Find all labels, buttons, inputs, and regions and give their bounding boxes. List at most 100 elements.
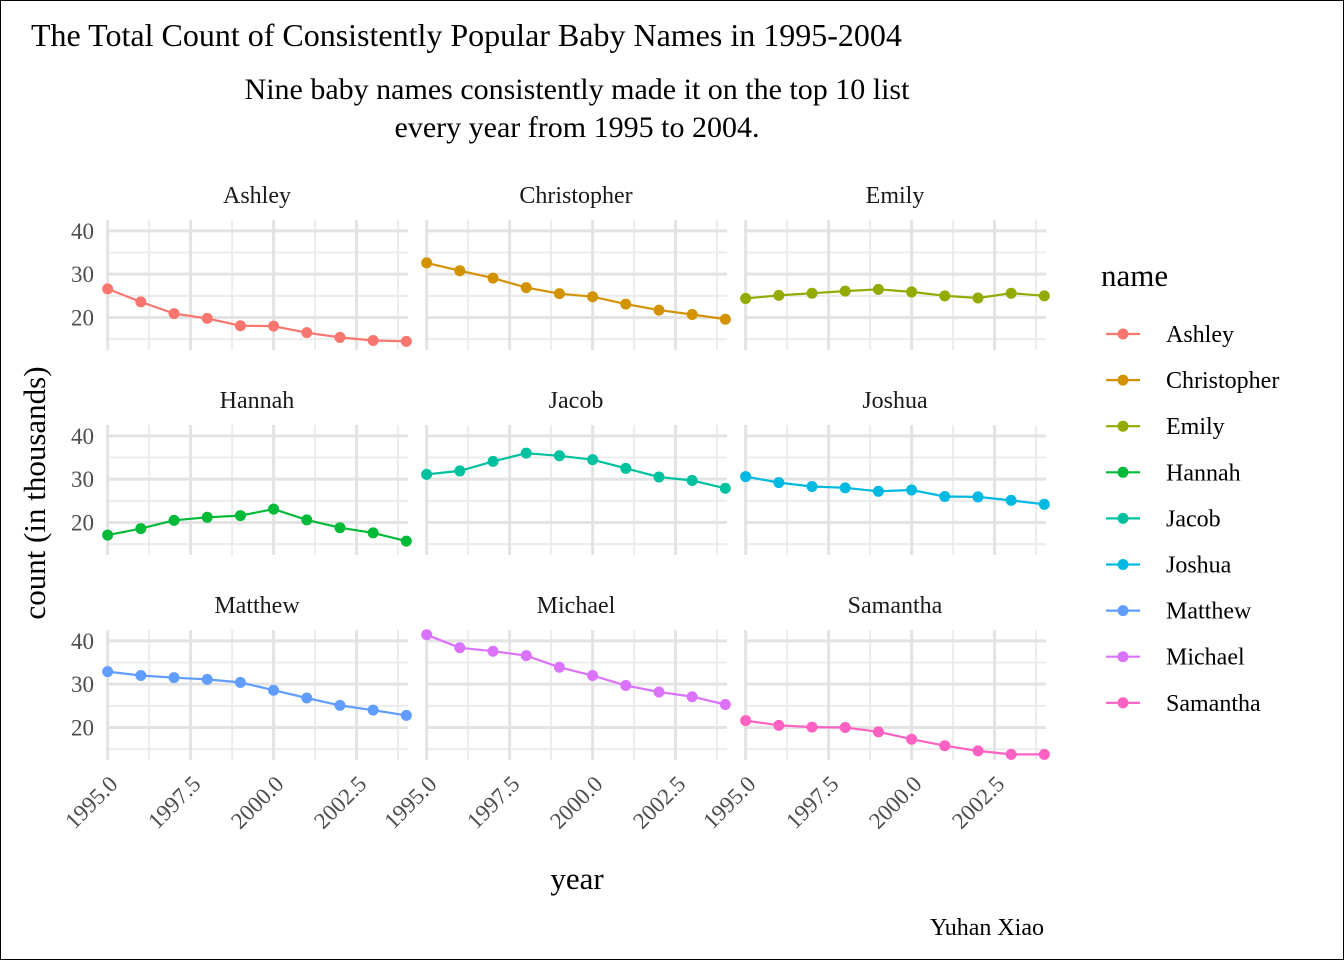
data-point-emily <box>1038 290 1050 302</box>
panel-matthew: Matthew 20 30 40 1995.0 1997.5 2000.0 2002.5 <box>60 593 412 834</box>
data-point-joshua <box>1005 494 1017 506</box>
data-point-emily <box>906 286 918 298</box>
legend-key-point <box>1117 559 1129 570</box>
legend-item-matthew: Matthew <box>1106 599 1252 625</box>
data-point-michael <box>421 629 433 641</box>
data-point-jacob <box>719 482 731 494</box>
data-point-michael <box>653 686 665 698</box>
series-line-christopher <box>426 261 726 321</box>
data-point-ashley <box>234 320 246 332</box>
legend-item-samantha: Samantha <box>1106 691 1261 717</box>
data-point-emily <box>939 290 951 302</box>
y-tick-label: 20 <box>71 306 94 331</box>
data-point-ashley <box>102 283 114 295</box>
data-point-hannah <box>234 510 246 522</box>
data-point-ashley <box>201 312 213 324</box>
panel-jacob: Jacob <box>421 388 731 555</box>
data-point-hannah <box>102 529 114 541</box>
data-point-matthew <box>301 692 313 704</box>
legend-key-point <box>1117 512 1129 524</box>
data-point-emily <box>773 289 785 301</box>
data-point-matthew <box>102 666 114 678</box>
data-point-jacob <box>421 468 433 480</box>
data-point-ashley <box>135 296 147 308</box>
data-point-jacob <box>487 455 499 467</box>
legend-key-point <box>1117 605 1129 617</box>
series-line-joshua <box>745 475 1045 506</box>
data-point-emily <box>872 283 884 295</box>
data-point-jacob <box>686 474 698 486</box>
data-point-hannah <box>367 527 379 539</box>
panel-samantha: Samantha 1995.0 1997.5 2000.0 2002.5 <box>698 593 1050 834</box>
x-tick-label: 2002.5 <box>947 771 1009 833</box>
data-point-jacob <box>553 450 565 462</box>
legend: Ashley Christopher Emily Hannah Jacob Joshua M… <box>1106 322 1279 717</box>
facet-label-hannah: Hannah <box>220 388 295 414</box>
data-point-jacob <box>454 465 466 477</box>
panel-emily: Emily <box>740 183 1050 350</box>
facet-label-christopher: Christopher <box>519 183 632 209</box>
facet-label-jacob: Jacob <box>549 388 604 414</box>
x-tick-label: 1995.0 <box>379 771 441 833</box>
data-point-emily <box>972 292 984 304</box>
data-point-joshua <box>773 477 785 489</box>
data-point-ashley <box>301 327 313 339</box>
data-point-jacob <box>620 462 632 474</box>
legend-label: Samantha <box>1166 691 1261 717</box>
series-line-hannah <box>107 507 407 543</box>
chart-caption: Yuhan Xiao <box>930 915 1044 941</box>
data-point-michael <box>454 642 466 654</box>
data-point-matthew <box>268 684 280 696</box>
facet-label-joshua: Joshua <box>862 388 928 414</box>
legend-key-point <box>1117 328 1129 340</box>
facet-label-matthew: Matthew <box>214 593 300 619</box>
data-point-ashley <box>334 331 346 343</box>
chart-subtitle-line-1: Nine baby names consistently made it on … <box>245 73 911 106</box>
x-tick-label: 2000.0 <box>545 771 607 833</box>
data-point-hannah <box>334 522 346 534</box>
data-point-samantha <box>740 715 752 727</box>
legend-title: name <box>1101 258 1168 293</box>
data-point-christopher <box>487 272 499 284</box>
facet-label-michael: Michael <box>537 593 616 619</box>
data-point-hannah <box>135 523 147 535</box>
legend-item-hannah: Hannah <box>1106 460 1241 486</box>
panel-ashley: Ashley 20 30 40 <box>71 183 412 350</box>
facet-label-ashley: Ashley <box>223 183 291 209</box>
series-line-ashley <box>107 287 407 343</box>
data-point-samantha <box>773 719 785 731</box>
data-point-christopher <box>520 282 532 294</box>
data-point-ashley <box>168 308 180 320</box>
data-point-christopher <box>421 257 433 269</box>
legend-item-christopher: Christopher <box>1106 368 1279 394</box>
data-point-christopher <box>454 265 466 277</box>
y-tick-label: 30 <box>71 672 94 697</box>
legend-key-point <box>1117 374 1129 386</box>
data-point-samantha <box>872 726 884 738</box>
x-tick-label: 2000.0 <box>226 771 288 833</box>
legend-label: Christopher <box>1166 368 1279 394</box>
data-point-ashley <box>400 335 412 347</box>
y-tick-label: 30 <box>71 262 94 287</box>
legend-item-michael: Michael <box>1106 645 1245 671</box>
x-tick-label: 1995.0 <box>60 771 122 833</box>
data-point-emily <box>740 292 752 304</box>
data-point-samantha <box>972 745 984 757</box>
series-line-matthew <box>107 670 407 717</box>
data-point-matthew <box>168 672 180 684</box>
legend-key-point <box>1117 420 1129 432</box>
data-point-samantha <box>1038 748 1050 760</box>
chart-subtitle-line-2: every year from 1995 to 2004. <box>395 111 760 144</box>
x-tick-label: 1997.5 <box>781 771 843 833</box>
series-line-samantha <box>745 719 1045 756</box>
data-point-samantha <box>906 733 918 745</box>
data-point-joshua <box>872 485 884 497</box>
x-tick-label: 2002.5 <box>309 771 371 833</box>
series-line-michael <box>426 633 726 706</box>
data-point-samantha <box>839 722 851 733</box>
data-point-jacob <box>587 454 599 466</box>
data-point-ashley <box>268 320 280 332</box>
panel-michael: Michael 1995.0 1997.5 2000.0 2002.5 <box>379 593 731 834</box>
